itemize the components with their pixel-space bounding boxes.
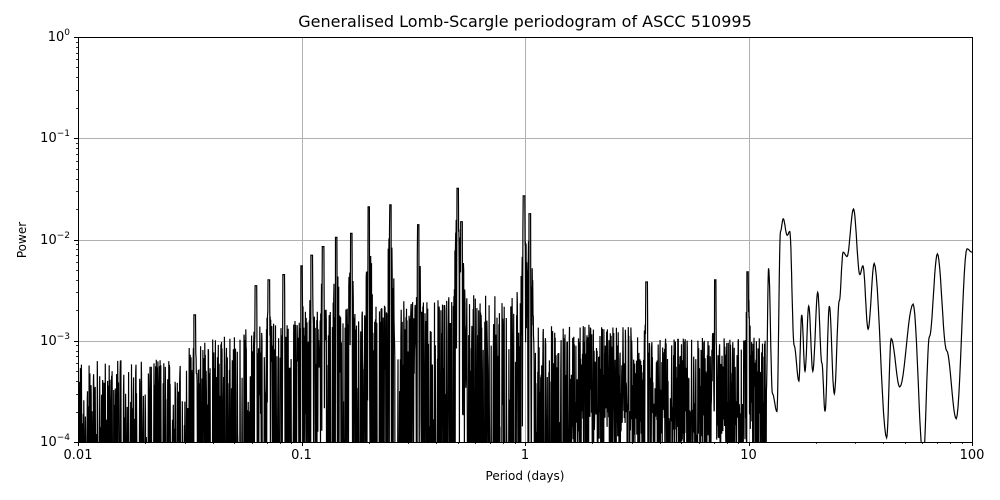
x-tick-label: 0.1 xyxy=(291,448,312,463)
x-tick-label: 10 xyxy=(740,448,757,463)
periodogram-series xyxy=(78,187,972,442)
chart-title: Generalised Lomb-Scargle periodogram of … xyxy=(298,12,752,31)
x-tick-label: 1 xyxy=(520,448,530,463)
x-tick-label: 100 xyxy=(959,448,985,463)
y-tick-label: 10−2 xyxy=(40,230,70,248)
y-tick-label: 10−4 xyxy=(40,433,70,450)
y-tick-label: 10−3 xyxy=(40,331,70,349)
axis-ticks xyxy=(74,37,973,446)
x-tick-label: 0.01 xyxy=(63,448,93,463)
periodogram-line xyxy=(78,187,972,442)
y-tick-label: 100 xyxy=(47,28,70,45)
y-tick-label: 10−1 xyxy=(40,129,70,147)
x-axis-label: Period (days) xyxy=(485,469,565,483)
